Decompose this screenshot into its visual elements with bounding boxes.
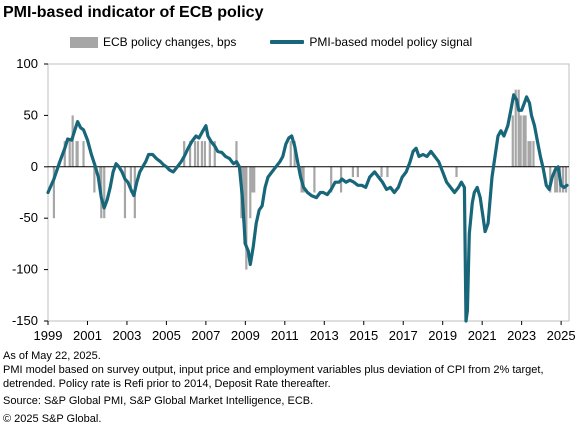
policy-change-bar <box>519 115 522 167</box>
policy-change-bar <box>213 141 216 167</box>
x-tick-label: 2007 <box>191 328 220 343</box>
x-tick-label: 2011 <box>271 328 299 343</box>
legend-swatch-line <box>270 40 305 44</box>
policy-change-bar <box>203 141 206 167</box>
x-tick-label: 2001 <box>73 328 102 343</box>
policy-change-bar <box>52 166 56 219</box>
policy-change-bar <box>330 166 333 193</box>
policy-change-bar <box>556 166 559 193</box>
policy-change-bar <box>351 166 355 178</box>
policy-change-bar <box>380 166 383 178</box>
policy-change-bar <box>249 166 252 219</box>
policy-change-bar <box>93 166 96 193</box>
policy-change-bar <box>82 141 85 167</box>
y-tick-label: 0 <box>31 159 38 174</box>
legend-swatch-bar <box>70 36 98 48</box>
policy-change-bar <box>253 166 256 193</box>
x-tick-label: 2005 <box>152 328 181 343</box>
policy-change-bar <box>123 166 127 219</box>
policy-change-bar <box>524 115 527 167</box>
footnote-asof: As of May 22, 2025. <box>3 350 101 362</box>
footnote-copyright: © 2025 S&P Global. <box>3 413 102 425</box>
policy-change-bar <box>527 141 530 167</box>
policy-change-bar <box>63 141 66 167</box>
policy-change-bar <box>103 166 106 219</box>
policy-change-bar <box>76 141 79 167</box>
policy-change-bar <box>356 166 359 178</box>
policy-change-bar <box>302 166 305 193</box>
policy-change-bar <box>68 141 71 167</box>
policy-change-bar <box>235 141 238 167</box>
legend-item-model-signal: PMI-based model policy signal <box>270 35 472 49</box>
x-tick-label: 2015 <box>349 328 378 343</box>
y-tick-label: 100 <box>16 56 38 71</box>
policy-change-bar <box>561 166 565 193</box>
policy-change-bar <box>188 141 192 167</box>
y-tick-label: 50 <box>24 107 38 122</box>
x-tick-label: 2025 <box>547 328 576 343</box>
x-tick-label: 2003 <box>112 328 141 343</box>
policy-change-bar <box>129 166 132 193</box>
y-tick-label: -150 <box>12 313 38 328</box>
policy-change-bar <box>386 166 389 178</box>
x-tick-label: 2019 <box>428 328 457 343</box>
policy-change-bar <box>245 166 248 270</box>
y-tick-label: -50 <box>19 210 38 225</box>
policy-change-bar <box>251 166 254 193</box>
policy-change-bar <box>289 141 292 167</box>
policy-change-bar <box>511 115 514 167</box>
footnote-note-line2: detrended. Policy rate is Refi prior to … <box>3 378 331 390</box>
policy-change-bar <box>200 141 204 167</box>
footnote-source: Source: S&P Global PMI, S&P Global Marke… <box>3 395 314 407</box>
policy-change-bar <box>208 141 211 167</box>
x-tick-label: 2017 <box>389 328 418 343</box>
policy-change-bar <box>564 166 568 193</box>
x-tick-label: 2021 <box>468 328 497 343</box>
chart-title: PMI-based indicator of ECB policy <box>3 4 264 21</box>
footnote-note-line1: PMI model based on survey output, input … <box>3 364 544 376</box>
y-tick-label: -100 <box>12 262 38 277</box>
policy-change-bar <box>193 141 197 167</box>
x-tick-label: 2013 <box>310 328 339 343</box>
policy-change-bar <box>196 141 200 167</box>
legend-label-model-signal: PMI-based model policy signal <box>309 35 473 49</box>
legend-item-policy-changes: ECB policy changes, bps <box>70 35 236 49</box>
policy-change-bar <box>313 166 316 193</box>
policy-change-bar <box>517 89 520 167</box>
x-tick-label: 2009 <box>231 328 260 343</box>
x-tick-label: 1999 <box>34 328 63 343</box>
policy-change-bar <box>554 166 557 193</box>
x-tick-label: 2023 <box>507 328 536 343</box>
legend-label-policy-changes: ECB policy changes, bps <box>103 35 237 49</box>
model-signal-line <box>46 93 569 323</box>
chart-legend: ECB policy changes, bps PMI-based model … <box>70 34 506 50</box>
policy-change-bar <box>455 166 458 178</box>
policy-change-bar <box>522 115 525 167</box>
policy-change-bar <box>529 141 532 167</box>
policy-change-bar <box>532 141 535 167</box>
policy-change-bar <box>514 89 517 167</box>
